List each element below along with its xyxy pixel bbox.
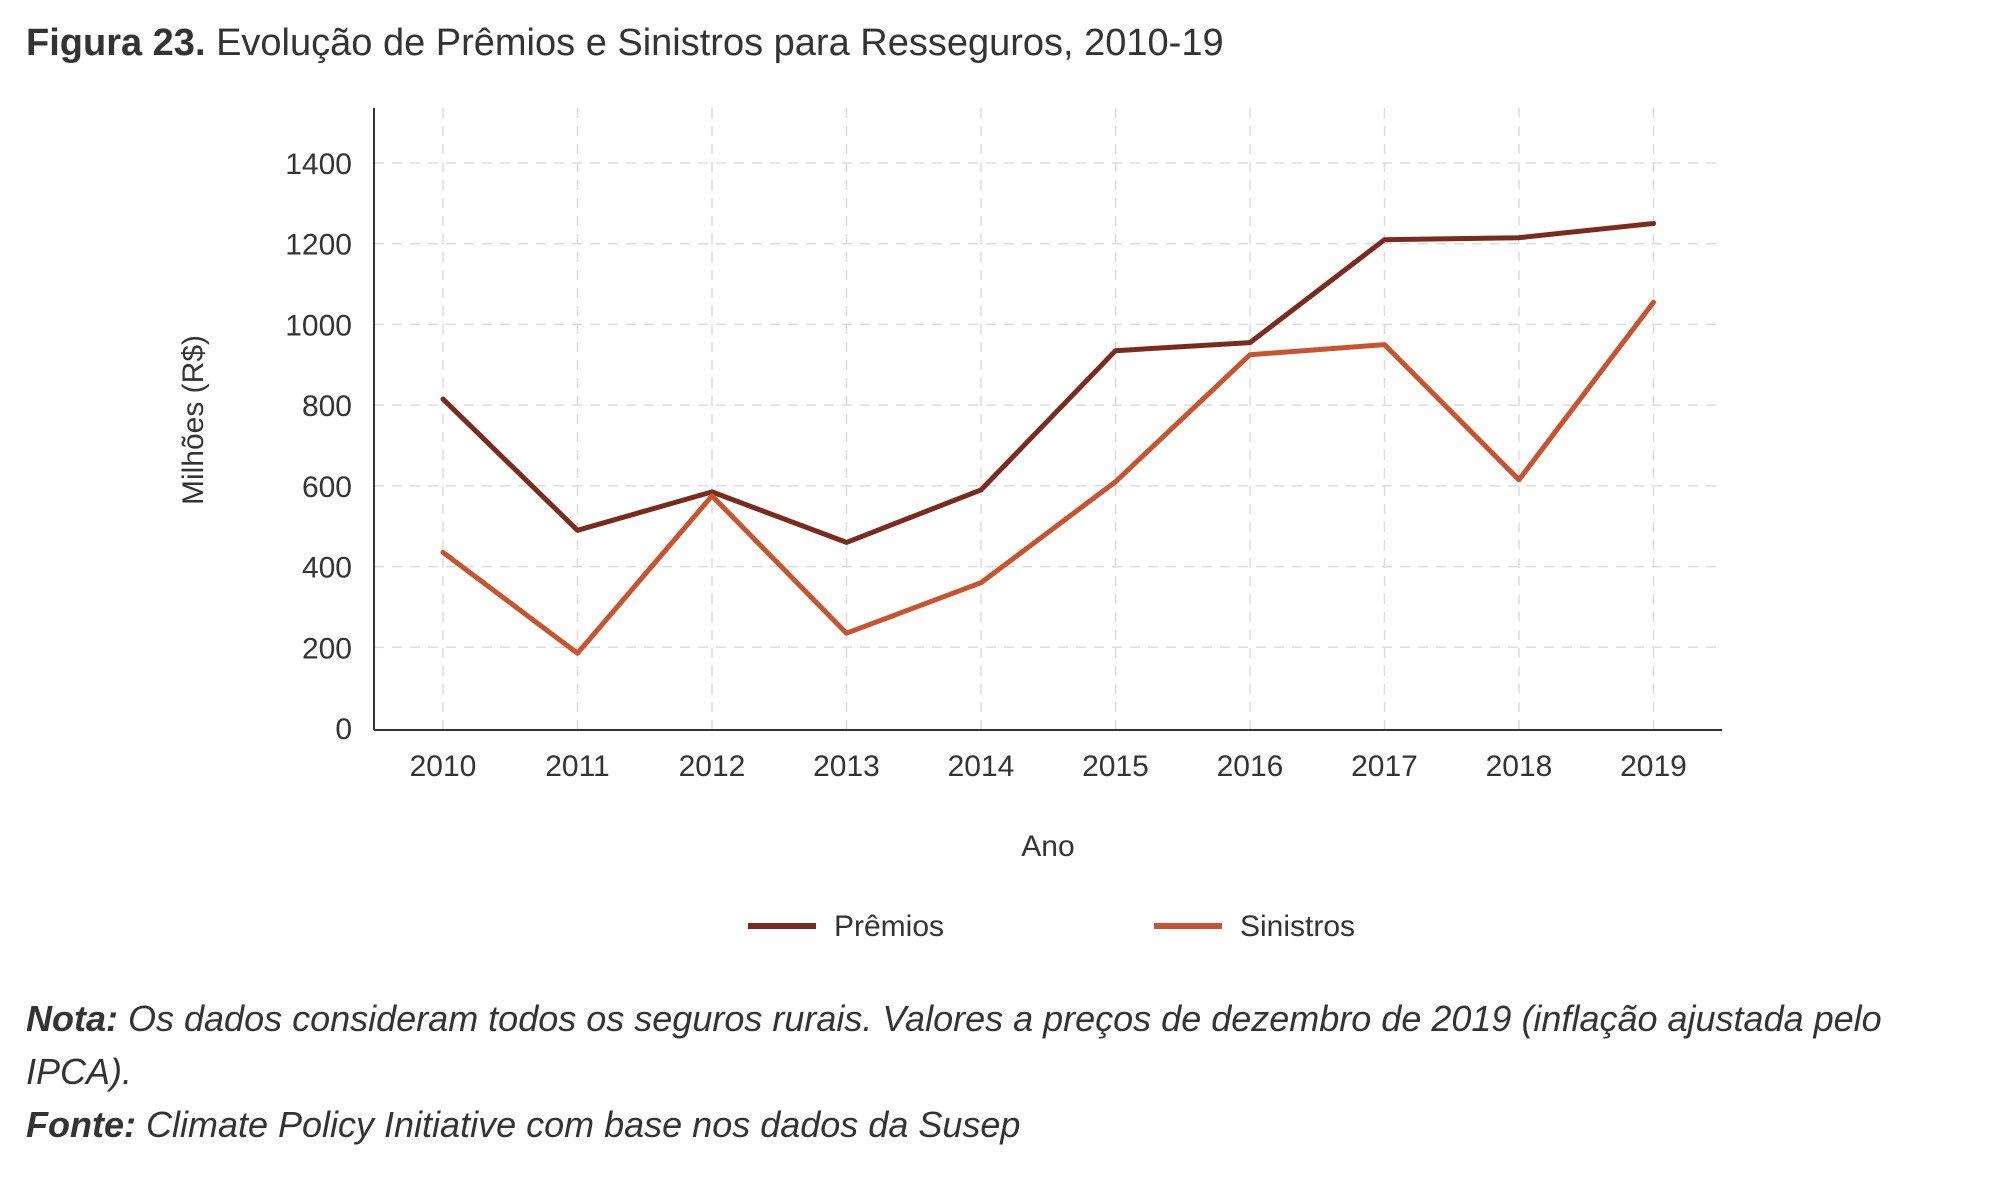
legend: Prêmios Sinistros bbox=[748, 910, 1355, 943]
y-tick-label: 200 bbox=[302, 632, 352, 665]
note-label: Nota: bbox=[26, 998, 118, 1039]
gridlines bbox=[374, 108, 1722, 730]
x-tick-labels: 2010 2011 2012 2013 2014 2015 2016 2017 2018 2019 bbox=[410, 750, 1687, 783]
source-text: Climate Policy Initiative com base nos d… bbox=[135, 1104, 1021, 1145]
y-tick-label: 600 bbox=[302, 471, 352, 504]
y-tick-label: 1400 bbox=[285, 148, 352, 181]
x-axis-label: Ano bbox=[1021, 830, 1074, 863]
note-text: Os dados consideram todos os seguros rur… bbox=[26, 998, 1882, 1092]
x-tick-label: 2013 bbox=[813, 750, 880, 783]
y-axis-label: Milhões (R$) bbox=[177, 335, 210, 505]
y-tick-label: 0 bbox=[335, 713, 352, 746]
series-lines bbox=[440, 221, 1656, 656]
figure-notes: Nota: Os dados consideram todos os segur… bbox=[26, 992, 1926, 1151]
legend-label: Sinistros bbox=[1240, 910, 1355, 943]
x-tick-label: 2011 bbox=[545, 750, 610, 783]
x-tick-label: 2012 bbox=[679, 750, 746, 783]
x-tick-label: 2015 bbox=[1082, 750, 1149, 783]
x-tick-label: 2018 bbox=[1486, 750, 1553, 783]
source-label: Fonte: bbox=[26, 1104, 136, 1145]
figure-title: Figura 23. Evolução de Prêmios e Sinistr… bbox=[26, 22, 1224, 65]
figure-label: Figura 23. bbox=[26, 22, 206, 64]
y-tick-label: 800 bbox=[302, 390, 352, 423]
legend-label: Prêmios bbox=[834, 910, 944, 943]
y-tick-label: 1200 bbox=[285, 229, 352, 262]
series-line-sinistros bbox=[440, 299, 1656, 656]
source-line: Fonte: Climate Policy Initiative com bas… bbox=[26, 1098, 1926, 1151]
y-tick-label: 400 bbox=[302, 552, 352, 585]
note-line: Nota: Os dados consideram todos os segur… bbox=[26, 992, 1926, 1098]
x-tick-label: 2016 bbox=[1217, 750, 1284, 783]
x-tick-label: 2014 bbox=[948, 750, 1015, 783]
x-tick-label: 2019 bbox=[1620, 750, 1687, 783]
x-tick-label: 2017 bbox=[1351, 750, 1418, 783]
x-tick-label: 2010 bbox=[410, 750, 477, 783]
y-tick-label: 1000 bbox=[285, 309, 352, 342]
figure-title-text: Evolução de Prêmios e Sinistros para Res… bbox=[216, 22, 1224, 64]
y-tick-labels: 0 200 400 600 800 1000 1200 1400 bbox=[285, 148, 352, 746]
series-line-premios bbox=[440, 221, 1656, 545]
